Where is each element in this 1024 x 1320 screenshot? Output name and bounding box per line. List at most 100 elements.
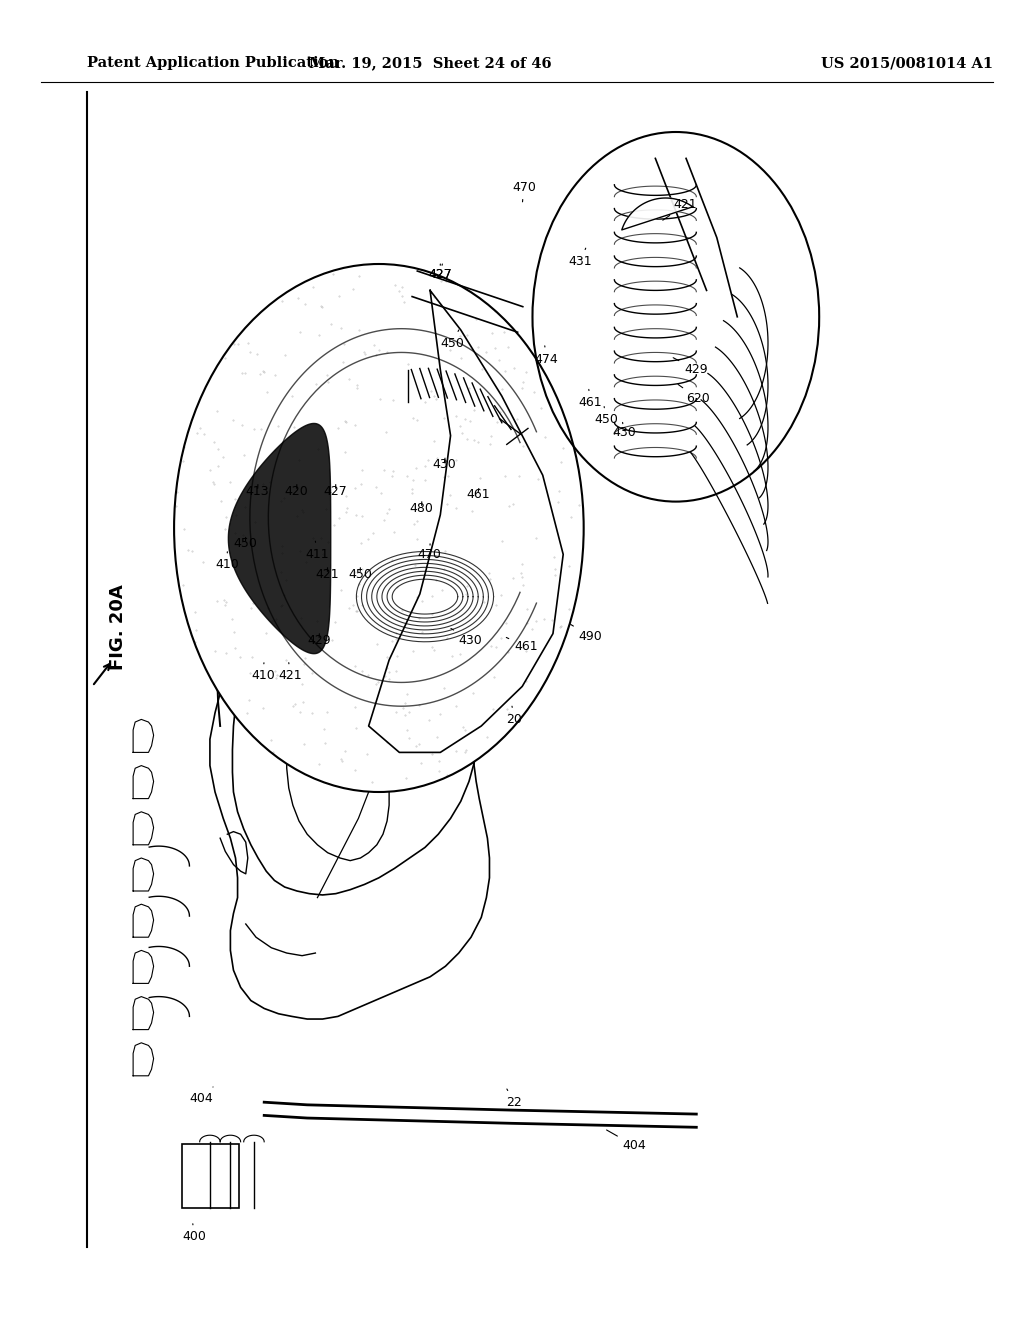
- Point: [227, 488, 244, 510]
- Point: [459, 325, 475, 346]
- Point: [267, 440, 284, 461]
- Point: [223, 609, 240, 630]
- Point: [336, 333, 352, 354]
- Text: 429: 429: [307, 634, 331, 647]
- Point: [518, 362, 535, 383]
- Text: 404: 404: [189, 1086, 213, 1105]
- Point: [387, 628, 403, 649]
- Point: [466, 429, 482, 450]
- Point: [353, 661, 370, 682]
- Text: 450: 450: [594, 407, 617, 426]
- Point: [510, 465, 526, 486]
- Point: [303, 663, 319, 684]
- Point: [384, 466, 400, 487]
- Point: [244, 598, 260, 619]
- Point: [259, 598, 275, 619]
- Point: [501, 495, 517, 516]
- Point: [546, 546, 562, 568]
- Point: [398, 466, 415, 487]
- FancyBboxPatch shape: [182, 1144, 239, 1208]
- Point: [406, 513, 422, 535]
- Point: [313, 296, 330, 317]
- Point: [226, 638, 243, 659]
- Point: [310, 438, 327, 459]
- Point: [255, 697, 271, 718]
- Point: [417, 392, 433, 413]
- Point: [563, 506, 580, 527]
- Point: [210, 438, 226, 459]
- Point: [441, 339, 458, 360]
- Point: [308, 611, 325, 632]
- Point: [457, 742, 473, 763]
- Point: [276, 487, 293, 508]
- Point: [244, 645, 260, 667]
- Point: [207, 640, 223, 661]
- Point: [399, 719, 416, 741]
- Point: [226, 523, 243, 544]
- Point: [351, 319, 368, 341]
- Point: [168, 495, 184, 516]
- Point: [347, 478, 364, 499]
- Point: [379, 647, 395, 668]
- Point: [298, 550, 314, 572]
- Point: [314, 544, 331, 565]
- Point: [435, 466, 452, 487]
- Point: [186, 601, 203, 622]
- Point: [476, 591, 493, 612]
- Point: [267, 364, 284, 385]
- Point: [397, 705, 414, 726]
- Point: [387, 661, 403, 682]
- Point: [458, 583, 474, 605]
- Point: [333, 579, 349, 601]
- Text: 430: 430: [432, 458, 456, 471]
- Point: [487, 301, 504, 322]
- Point: [482, 426, 499, 447]
- Point: [318, 364, 335, 385]
- Text: 400: 400: [182, 1224, 206, 1243]
- Text: 480: 480: [410, 502, 433, 515]
- Point: [325, 630, 341, 651]
- Point: [292, 541, 308, 562]
- Text: 461: 461: [506, 638, 538, 653]
- Point: [411, 734, 427, 755]
- Point: [348, 375, 365, 396]
- Point: [518, 640, 535, 661]
- Point: [359, 664, 376, 685]
- Point: [410, 511, 426, 532]
- Point: [176, 437, 193, 458]
- Point: [385, 521, 401, 543]
- Point: [202, 459, 218, 480]
- Point: [365, 772, 381, 793]
- Point: [294, 673, 310, 694]
- Point: [308, 374, 325, 395]
- Point: [372, 339, 388, 360]
- Point: [370, 672, 386, 693]
- Point: [273, 594, 290, 615]
- Point: [500, 337, 516, 358]
- Circle shape: [532, 132, 819, 502]
- Point: [417, 455, 433, 477]
- Text: 461: 461: [466, 488, 489, 502]
- Point: [249, 343, 265, 364]
- Point: [372, 389, 388, 411]
- Point: [458, 739, 474, 760]
- Point: [553, 615, 569, 636]
- Point: [296, 653, 312, 675]
- Point: [423, 636, 439, 657]
- Point: [453, 416, 469, 437]
- Text: 404: 404: [606, 1130, 646, 1152]
- Point: [345, 279, 361, 300]
- Point: [264, 610, 281, 631]
- Text: 430: 430: [612, 422, 636, 440]
- Point: [234, 524, 251, 545]
- Point: [391, 281, 408, 302]
- Point: [515, 371, 531, 392]
- Point: [210, 455, 226, 477]
- Point: [411, 694, 427, 715]
- Point: [221, 471, 238, 492]
- Point: [239, 702, 255, 723]
- Point: [331, 507, 347, 528]
- Point: [434, 579, 451, 601]
- Point: [338, 412, 354, 433]
- Point: [263, 729, 280, 750]
